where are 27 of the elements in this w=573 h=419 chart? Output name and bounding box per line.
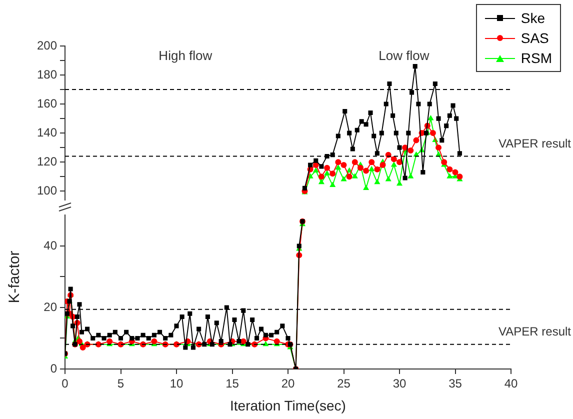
y-tick-label: 160 xyxy=(36,96,58,110)
x-tick-label: 5 xyxy=(117,376,124,391)
x-tick-label: 25 xyxy=(337,376,351,391)
y-tick-label: 180 xyxy=(36,67,58,82)
y-tick-label: 120 xyxy=(36,154,58,168)
x-tick-label: 35 xyxy=(448,376,462,391)
legend-label: Ske xyxy=(520,9,545,28)
ref-line-label: VAPER result xyxy=(498,324,572,339)
y-tick-label: 140 xyxy=(36,125,58,140)
y-axis-title: K-factor xyxy=(6,250,23,306)
legend-label: RSM xyxy=(520,49,552,68)
legend-label: SAS xyxy=(520,29,549,48)
x-axis-title: Iteration Time(sec) xyxy=(230,397,346,414)
y-tick-label: 100 xyxy=(36,183,58,198)
x-tick-label: 15 xyxy=(226,376,240,391)
x-tick-label: 30 xyxy=(392,376,406,391)
annotation: High flow xyxy=(158,48,213,64)
y-tick-label: 20 xyxy=(44,300,58,314)
y-tick-label: 40 xyxy=(44,238,58,252)
x-tick-label: 10 xyxy=(170,376,184,391)
x-tick-label: 0 xyxy=(62,376,69,391)
y-tick-label: 0 xyxy=(50,361,58,376)
x-tick-label: 20 xyxy=(281,376,295,391)
y-tick-label: 200 xyxy=(36,38,58,52)
annotation: Low flow xyxy=(378,48,430,64)
x-tick-label: 40 xyxy=(504,376,518,391)
ref-line-label: VAPER result xyxy=(498,136,572,151)
